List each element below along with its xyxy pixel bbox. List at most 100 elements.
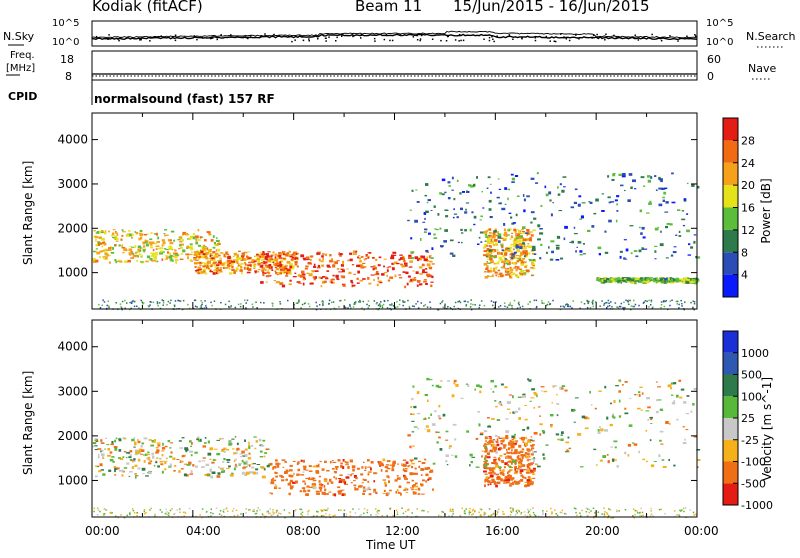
velocity-cell: [516, 457, 519, 459]
power-cell: [368, 305, 370, 307]
velocity-cell: [530, 470, 533, 472]
velocity-cell: [417, 487, 421, 491]
power-cell: [103, 249, 107, 251]
power-cell: [392, 305, 395, 307]
velocity-cell: [340, 464, 343, 468]
nsky-spike-dot: [273, 33, 275, 36]
velocity-cell: [339, 474, 343, 476]
power-cell: [322, 257, 324, 261]
power-cell: [634, 188, 637, 190]
power-cell: [289, 255, 293, 258]
velocity-cell: [693, 514, 695, 516]
velocity-cell: [601, 513, 603, 515]
power-cell: [330, 301, 333, 304]
power-cell: [186, 247, 188, 249]
nsky-spike-dot: [302, 39, 305, 42]
velocity-cell: [604, 511, 606, 513]
velocity-cell: [493, 456, 497, 458]
velocity-cell: [170, 442, 174, 444]
velocity-cell: [450, 510, 453, 512]
velocity-cell: [500, 479, 505, 482]
power-cell: [284, 264, 288, 268]
velocity-cell: [257, 507, 259, 509]
velocity-cell: [377, 512, 379, 515]
power-cell: [520, 251, 524, 255]
velocity-cell: [250, 444, 254, 447]
velocity-cell: [573, 507, 576, 509]
nsky-spike-dot: [534, 39, 537, 42]
velocity-cell: [272, 509, 274, 511]
power-cell: [182, 249, 186, 253]
power-cell: [104, 252, 108, 254]
power-cell: [287, 253, 290, 256]
velocity-cell: [260, 466, 265, 469]
velocity-cell: [520, 450, 525, 452]
power-cell: [216, 256, 219, 258]
power-cell: [462, 191, 465, 193]
velocity-cell: [253, 463, 256, 465]
velocity-cell: [166, 513, 168, 516]
velocity-cell: [334, 471, 337, 474]
velocity-cell: [479, 508, 482, 510]
velocity-cell: [681, 509, 683, 511]
freq-tick-top: 18: [60, 53, 74, 66]
power-cell: [196, 255, 200, 258]
power-cell: [140, 299, 142, 302]
power-cell: [434, 228, 437, 230]
velocity-cell: [485, 444, 489, 446]
velocity-cell: [201, 517, 203, 519]
velocity-cell: [246, 466, 248, 468]
velocity-cell: [536, 394, 538, 398]
velocity-cell: [564, 389, 568, 392]
power-cell: [523, 198, 526, 202]
power-cell: [290, 267, 294, 270]
power-cell: [111, 232, 115, 236]
velocity-cell: [645, 410, 650, 412]
power-cell: [483, 271, 487, 273]
power-cell: [208, 251, 211, 254]
nsky-spike-dot: [230, 34, 232, 36]
power-cell: [283, 269, 288, 272]
power-cell: [639, 280, 642, 283]
velocity-cell: [402, 459, 407, 461]
power-cell: [482, 207, 485, 209]
velocity-cell: [573, 409, 576, 411]
power-cell: [276, 265, 281, 267]
velocity-cell: [138, 448, 142, 451]
power-cell: [418, 284, 422, 286]
power-cell: [281, 284, 286, 288]
velocity-cell: [312, 479, 317, 482]
power-cell: [492, 232, 496, 236]
velocity-cell: [499, 402, 502, 405]
velocity-cell: [401, 465, 404, 467]
power-cell: [500, 244, 504, 247]
nsky-spike-dot: [172, 36, 174, 38]
power-cell: [304, 302, 307, 304]
power-cell: [282, 257, 286, 259]
power-cell: [445, 215, 449, 218]
velocity-cell: [295, 509, 297, 511]
velocity-cell: [550, 424, 553, 426]
velocity-cell: [229, 474, 234, 477]
power-cell: [452, 216, 455, 219]
power-cell: [373, 266, 377, 270]
velocity-cell: [491, 449, 494, 453]
power-cell: [499, 305, 502, 307]
power-cell: [516, 260, 520, 263]
power-cell: [366, 303, 368, 306]
velocity-cell: [529, 463, 533, 466]
power-cell: [524, 250, 528, 253]
velocity-cell: [624, 412, 629, 415]
velocity-cell: [636, 394, 639, 396]
velocity-cell: [500, 404, 503, 406]
velocity-cell: [248, 444, 250, 448]
power-cell: [140, 236, 143, 240]
power-cell: [188, 246, 191, 248]
velocity-cell: [585, 507, 588, 509]
velocity-cell: [100, 439, 103, 442]
nsky-spike-dot: [242, 36, 244, 39]
velocity-cell: [192, 464, 195, 467]
velocity-cell: [518, 444, 522, 448]
velocity-cell: [105, 509, 107, 511]
power-cell: [641, 226, 645, 230]
